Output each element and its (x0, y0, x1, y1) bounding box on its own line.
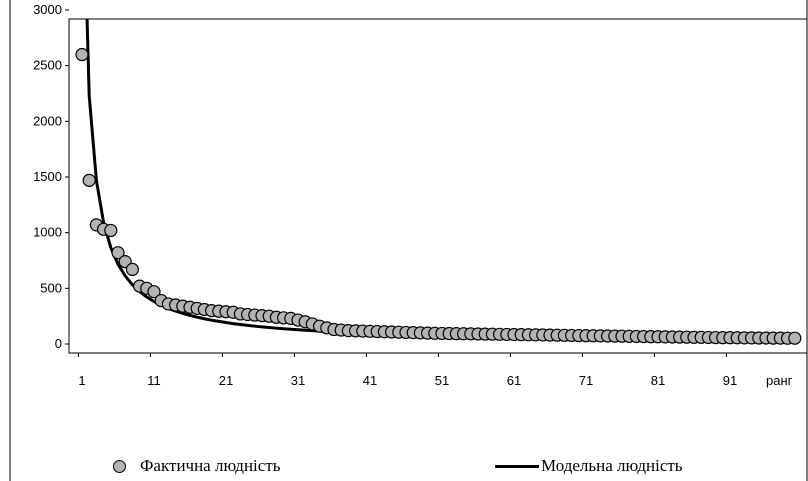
data-point (147, 285, 161, 299)
x-tick-label: 31 (291, 373, 305, 388)
y-tick-label: 2000 (33, 113, 62, 128)
series-line-model (85, 19, 795, 342)
data-point (82, 173, 96, 187)
series-markers-actual (75, 47, 802, 345)
x-tick-label: 61 (507, 373, 521, 388)
outer-frame (9, 0, 808, 481)
legend-label-model: Модельна людність (541, 456, 683, 475)
y-tick-label: 3000 (33, 2, 62, 17)
y-tick-label: 2500 (33, 58, 62, 73)
legend-label-actual: Фактична людність (140, 456, 281, 475)
y-tick-label: 500 (40, 280, 62, 295)
x-tick-label: 21 (219, 373, 233, 388)
x-tick-label: 91 (723, 373, 737, 388)
y-tick-label: 1500 (33, 169, 62, 184)
data-point (788, 331, 802, 345)
model-line (85, 19, 795, 342)
x-tick-label: 1 (78, 373, 85, 388)
y-axis: 0 500 1000 1500 2000 2500 3000 (33, 2, 69, 351)
x-axis: 1 11 21 31 41 51 61 71 81 91 (77, 353, 737, 388)
data-point (125, 262, 139, 277)
legend-line-icon (495, 464, 539, 468)
data-point (75, 47, 89, 62)
legend-item-actual: Фактична людність (113, 455, 281, 477)
data-point (104, 223, 118, 238)
y-tick-label: 1000 (33, 225, 62, 240)
y-tick-label: 0 (55, 336, 62, 351)
legend-item-model: Модельна людність (495, 455, 683, 477)
legend-marker-icon (113, 459, 126, 473)
x-tick-label: 81 (651, 373, 665, 388)
data-point (111, 246, 125, 260)
x-tick-label: 71 (579, 373, 593, 388)
x-tick-label: 11 (147, 373, 161, 388)
x-tick-label: 51 (435, 373, 449, 388)
x-tick-label: 41 (363, 373, 377, 388)
x-axis-label: ранг (766, 373, 793, 388)
